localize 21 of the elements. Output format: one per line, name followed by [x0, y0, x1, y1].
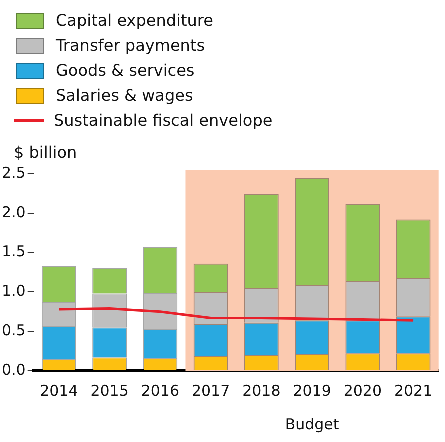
- legend-label: Sustainable fiscal envelope: [54, 111, 273, 130]
- legend-label: Capital expenditure: [56, 11, 214, 30]
- band-label: Budget: [285, 415, 340, 434]
- x-tick-label: 2019: [293, 382, 332, 400]
- y-axis-title: $ billion: [13, 142, 78, 163]
- x-tick-label: 2021: [394, 382, 433, 400]
- x-tick-label: 2020: [344, 382, 382, 400]
- x-tick-label: 2015: [90, 382, 129, 400]
- x-tick-label: 2017: [192, 382, 230, 400]
- legend-label: Transfer payments: [56, 36, 206, 55]
- legend-label: Goods & services: [56, 61, 195, 80]
- legend-label: Salaries & wages: [56, 86, 194, 105]
- y-tick-label: 1.0: [2, 282, 26, 300]
- y-tick-label: 0.5: [2, 321, 26, 340]
- y-tick-label: 1.5: [2, 242, 26, 261]
- y-tick-label: 0.0: [2, 360, 26, 379]
- x-tick-label: 2018: [242, 382, 281, 400]
- y-tick-label: 2.0: [2, 203, 26, 222]
- x-tick-label: 2014: [40, 382, 78, 400]
- y-tick-label: 2.5: [2, 164, 26, 182]
- x-tick-label: 2016: [141, 382, 180, 400]
